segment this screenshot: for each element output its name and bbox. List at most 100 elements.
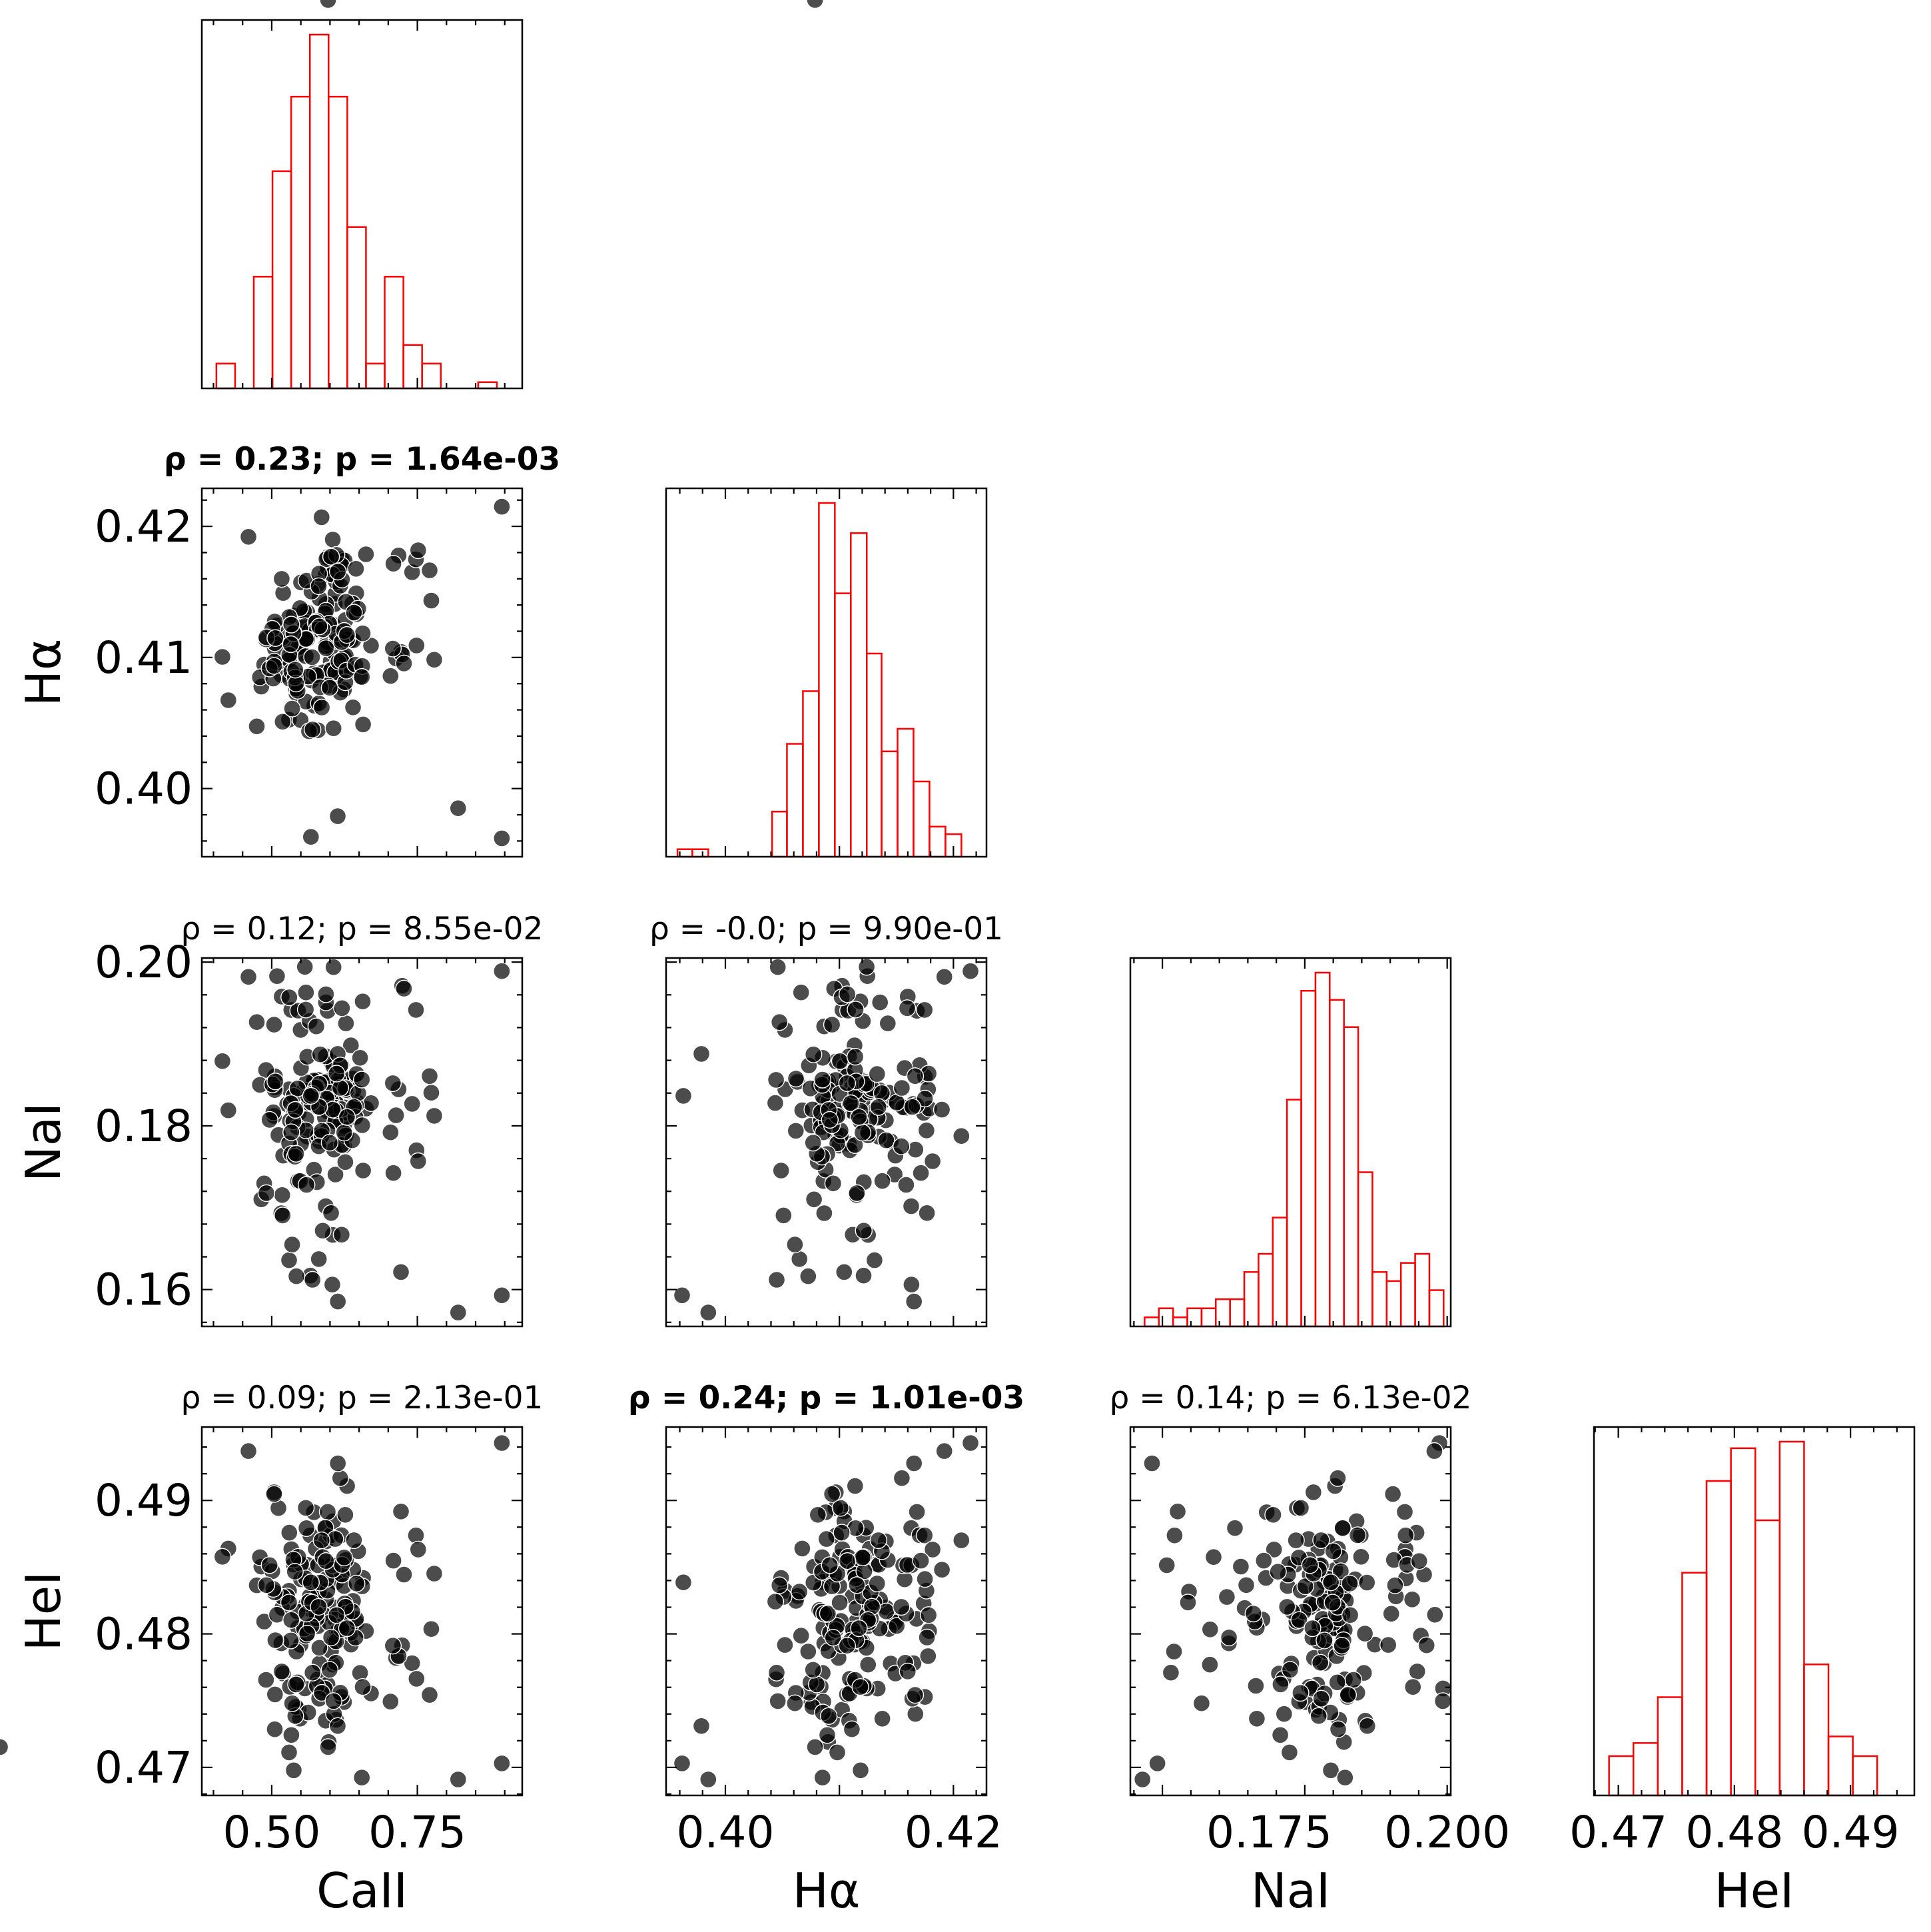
scatter-point — [906, 1067, 925, 1085]
scatter-point — [770, 1013, 789, 1031]
scatter-point — [1296, 1577, 1314, 1596]
scatter-point — [823, 1015, 841, 1034]
histogram-bar — [913, 780, 931, 858]
scatter-point — [328, 807, 347, 825]
scatter-point — [851, 1678, 869, 1696]
scatter-point — [961, 1434, 980, 1452]
scatter-point — [408, 636, 426, 655]
scatter-point — [1417, 1636, 1435, 1654]
histogram-bar — [1730, 1447, 1756, 1797]
scatter-point — [879, 1014, 897, 1033]
scatter-point — [298, 1176, 316, 1194]
scatter-point — [1328, 1674, 1346, 1691]
scatter-point — [1329, 1469, 1347, 1487]
scatter-point — [272, 570, 291, 588]
histogram-bar — [271, 170, 292, 390]
scatter-point — [893, 1469, 911, 1487]
scatter-point — [1192, 1694, 1211, 1712]
scatter-point — [1255, 1552, 1273, 1570]
scatter-point — [887, 1617, 906, 1635]
scatter-point — [319, 1738, 337, 1756]
scatter-point — [787, 1122, 805, 1140]
scatter-point — [1133, 1770, 1152, 1789]
scatter-point — [324, 1692, 342, 1710]
histogram-bar — [771, 810, 788, 858]
scatter-point — [287, 1676, 305, 1693]
scatter-point — [807, 1676, 826, 1693]
scatter-point — [1292, 1684, 1310, 1702]
scatter-point — [322, 1204, 340, 1222]
scatter-point — [322, 548, 340, 566]
scatter-point — [493, 1286, 511, 1304]
scatter-point — [354, 992, 372, 1011]
histogram-bar — [346, 226, 367, 390]
scatter-point — [257, 1576, 276, 1594]
scatter-point — [282, 1632, 300, 1650]
scatter-point — [831, 1052, 849, 1071]
scatter-point — [906, 1686, 925, 1704]
scatter-point — [449, 1770, 467, 1789]
scatter-point — [793, 1540, 811, 1558]
scatter-point — [304, 1270, 322, 1289]
scatter-point — [307, 1017, 326, 1035]
scatter-point — [384, 1074, 402, 1093]
histogram-bar — [1778, 1440, 1805, 1797]
scatter-point — [335, 1123, 353, 1142]
x-tick-label: 0.200 — [1384, 1807, 1510, 1858]
scatter-point — [923, 1540, 942, 1559]
scatter-point — [838, 985, 857, 1003]
scatter-point — [265, 657, 283, 675]
scatter-point — [320, 1133, 339, 1152]
scatter-point — [953, 1127, 970, 1145]
histogram-bar — [1754, 1519, 1781, 1797]
scatter-point — [806, 1738, 824, 1756]
scatter-point — [1426, 1606, 1444, 1624]
scatter-point — [1143, 1454, 1161, 1472]
scatter-point — [283, 1235, 301, 1254]
scatter-point — [1280, 1743, 1299, 1761]
scatter-point — [1329, 1720, 1348, 1738]
scatter-point — [331, 1469, 349, 1487]
scatter-point — [219, 691, 237, 710]
x-tick-label: 0.175 — [1206, 1807, 1332, 1858]
scatter-point — [335, 1548, 353, 1567]
scatter-point — [819, 1707, 838, 1725]
scatter-point — [1168, 1502, 1187, 1521]
scatter-point — [324, 530, 342, 549]
scatter-point — [865, 1251, 884, 1269]
scatter-point — [846, 1477, 865, 1495]
scatter-point — [274, 1207, 292, 1224]
x-tick-label: 0.49 — [1802, 1807, 1900, 1858]
scatter-point — [493, 498, 511, 516]
scatter-point — [317, 1552, 335, 1570]
scatter-point — [287, 1267, 306, 1285]
scatter-point — [799, 1267, 817, 1285]
scatter-point — [1271, 1726, 1290, 1744]
scatter-point — [915, 1526, 934, 1544]
scatter-point — [1386, 1576, 1404, 1594]
scatter-point — [324, 719, 342, 737]
scatter-point — [869, 1098, 888, 1116]
scatter-point — [804, 1661, 822, 1679]
scatter-point — [395, 1566, 413, 1584]
scatter-point — [297, 1519, 316, 1538]
scatter-point — [1379, 1636, 1397, 1654]
scatter-point — [903, 1275, 921, 1294]
scatter-point — [273, 1186, 291, 1205]
scatter-point — [1344, 1671, 1363, 1689]
scatter-point — [420, 561, 439, 580]
histogram-bar — [365, 362, 386, 390]
scatter-point — [348, 1574, 366, 1593]
scatter-point — [767, 1270, 786, 1289]
histogram-bar — [1200, 1307, 1217, 1328]
scatter-point — [1433, 1692, 1452, 1710]
scatter-point — [919, 1647, 937, 1666]
scatter-point — [1357, 1574, 1376, 1592]
scatter-point — [855, 1266, 873, 1284]
panel-frame — [665, 1426, 988, 1797]
panel-frame — [1129, 957, 1452, 1328]
scatter-point — [213, 1052, 232, 1071]
scatter-point — [828, 1743, 847, 1761]
scatter-point — [257, 1184, 276, 1203]
histogram-bar — [1229, 1298, 1246, 1328]
